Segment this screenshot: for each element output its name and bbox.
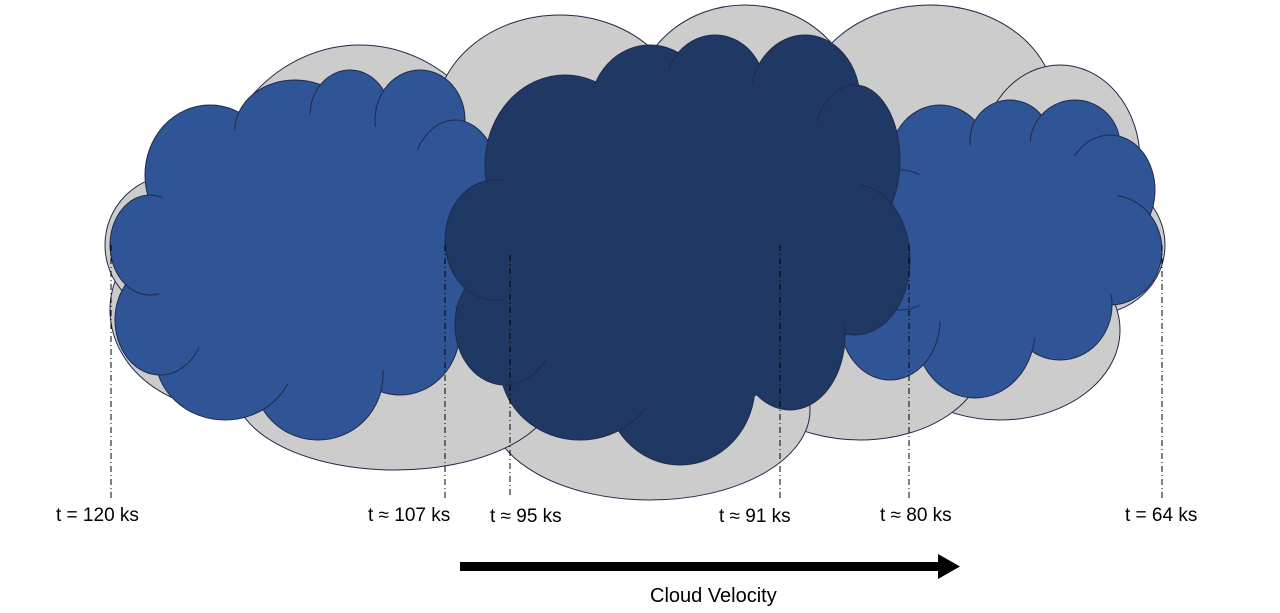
time-label-t95: t ≈ 95 ks — [490, 506, 562, 527]
left-blue-cloud — [109, 69, 506, 441]
core-cloud — [444, 34, 911, 466]
time-label-t64: t = 64 ks — [1125, 505, 1198, 526]
velocity-arrow-shaft — [460, 562, 940, 571]
time-label-t91: t ≈ 91 ks — [719, 506, 791, 527]
core-cloud-lobe — [490, 70, 870, 410]
time-label-t120: t = 120 ks — [56, 505, 139, 526]
velocity-arrow — [460, 554, 960, 579]
time-label-t80: t ≈ 80 ks — [880, 505, 952, 526]
right-blue-cloud — [839, 99, 1163, 399]
time-label-t107: t ≈ 107 ks — [368, 505, 451, 526]
velocity-label: Cloud Velocity — [650, 585, 777, 607]
guide-lines — [110, 245, 1163, 498]
velocity-arrow-head — [938, 554, 960, 579]
right-cloud-lobe — [890, 140, 1130, 340]
left-cloud-lobe — [150, 115, 470, 385]
